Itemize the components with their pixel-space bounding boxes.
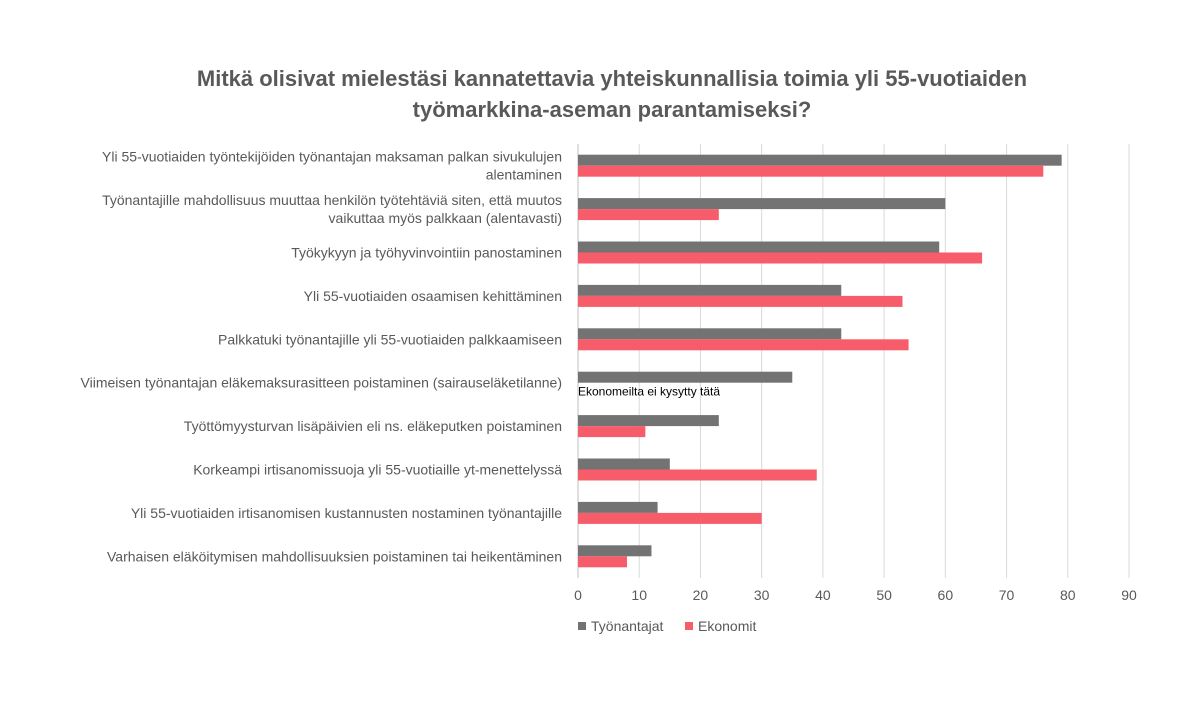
legend: Työnantajat Ekonomit xyxy=(578,618,756,634)
bar-ekonomit xyxy=(578,252,983,264)
x-tick-label: 10 xyxy=(631,587,647,603)
bar-tyonantajat xyxy=(578,458,670,470)
x-tick-label: 0 xyxy=(574,587,582,603)
legend-swatch xyxy=(685,622,693,630)
x-axis-ticks: 0 10 20 30 40 50 60 70 80 90 xyxy=(574,587,1137,603)
bar-ekonomit xyxy=(578,339,909,351)
bar-tyonantajat xyxy=(578,371,793,383)
bar-tyonantajat xyxy=(578,415,719,427)
x-tick-label: 40 xyxy=(815,587,831,603)
category-label: Viimeisen työnantajan eläkemaksurasittee… xyxy=(81,375,562,391)
bar-tyonantajat xyxy=(578,198,946,210)
category-label: Yli 55-vuotiaiden irtisanomisen kustannu… xyxy=(131,505,562,521)
x-tick-label: 80 xyxy=(1060,587,1076,603)
category-label: Korkeampi irtisanomissuoja yli 55-vuotia… xyxy=(193,462,562,478)
bar-tyonantajat xyxy=(578,241,940,253)
category-label: vaikuttaa myös palkkaan (alentavasti) xyxy=(329,210,562,226)
bar-ekonomit xyxy=(578,426,646,438)
bar-ekonomit xyxy=(578,556,627,568)
category-label: Palkkatuki työnantajille yli 55-vuotiaid… xyxy=(218,331,562,347)
bar-tyonantajat xyxy=(578,501,658,513)
category-label: Työttömyysturvan lisäpäivien eli ns. elä… xyxy=(184,418,562,434)
x-tick-label: 60 xyxy=(938,587,954,603)
x-tick-label: 90 xyxy=(1121,587,1137,603)
bar-ekonomit xyxy=(578,209,719,221)
bar-ekonomit xyxy=(578,469,817,481)
bar-tyonantajat xyxy=(578,328,842,340)
category-label: Varhaisen eläköitymisen mahdollisuuksien… xyxy=(107,548,562,564)
bar-tyonantajat xyxy=(578,545,652,557)
x-tick-label: 20 xyxy=(693,587,709,603)
x-tick-label: 30 xyxy=(754,587,770,603)
bar-ekonomit xyxy=(578,512,762,524)
category-label: Työnantajille mahdollisuus muuttaa henki… xyxy=(102,192,562,208)
bar-ekonomit xyxy=(578,295,903,307)
annotation-label: Ekonomeilta ei kysytty tätä xyxy=(578,385,720,399)
category-label: Työkykyyn ja työhyvinvointiin panostamin… xyxy=(291,245,562,261)
chart-title-line-1: Mitkä olisivat mielestäsi kannatettavia … xyxy=(197,66,1027,91)
bar-tyonantajat xyxy=(578,154,1062,166)
category-label: Yli 55-vuotiaiden osaamisen kehittäminen xyxy=(304,288,562,304)
legend-swatch xyxy=(578,622,586,630)
category-labels: Yli 55-vuotiaiden työntekijöiden työnant… xyxy=(81,149,563,565)
chart-title-line-2: työmarkkina-aseman parantamiseksi? xyxy=(413,97,812,122)
annotations: Ekonomeilta ei kysytty tätä xyxy=(578,385,720,399)
bar-tyonantajat xyxy=(578,284,842,296)
legend-label: Työnantajat xyxy=(591,618,663,634)
bar-ekonomit xyxy=(578,165,1044,177)
category-label: alentaminen xyxy=(486,167,562,183)
bars xyxy=(578,154,1062,568)
legend-label: Ekonomit xyxy=(698,618,756,634)
category-label: Yli 55-vuotiaiden työntekijöiden työnant… xyxy=(102,149,562,165)
x-tick-label: 70 xyxy=(999,587,1015,603)
x-tick-label: 50 xyxy=(876,587,892,603)
